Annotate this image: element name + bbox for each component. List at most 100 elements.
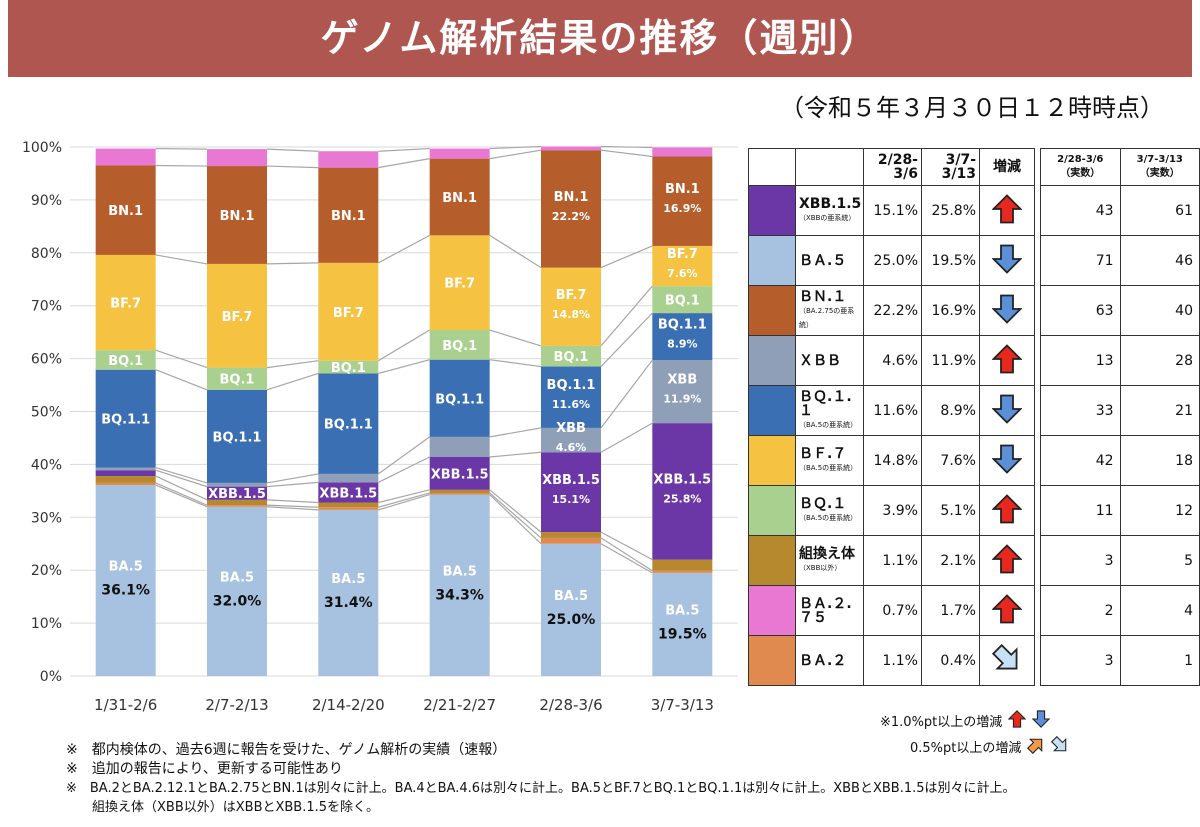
change-arrow-icon — [979, 285, 1035, 336]
segment-value-label: 11.9% — [663, 393, 701, 406]
variant-name: ＢＮ.１ （BA.2.75の亜系統） — [795, 285, 864, 336]
segment-name-label: XBB.1.5 — [208, 487, 266, 502]
y-tick-label: 90% — [31, 193, 62, 209]
share-prev: 0.7% — [863, 585, 922, 636]
variant-name-text: ＢＡ.２ — [799, 652, 847, 669]
segment-name-label: BA.5 — [554, 589, 588, 604]
bar-segment — [429, 359, 490, 437]
change-arrow-icon — [979, 585, 1035, 636]
series-connector-line — [377, 436, 431, 475]
count-row: 71 46 — [1040, 235, 1200, 286]
bar-segment — [95, 476, 156, 483]
series-connector-line — [266, 499, 319, 504]
segment-name-label: BQ.1.1 — [101, 413, 150, 428]
segment-value-label: 25.0% — [547, 612, 596, 628]
bar-segment — [429, 492, 490, 495]
variant-subtext: （XBBの亜系統） — [799, 213, 856, 222]
y-tick-label: 100% — [22, 140, 62, 156]
footnote-3: ※ BA.2とBA.2.12.1とBA.2.75とBN.1は別々に計上。BA.4… — [66, 781, 1016, 796]
series-connector-line — [489, 492, 542, 539]
x-tick-label: 2/21-2/27 — [423, 696, 496, 714]
segment-name-label: BN.1 — [665, 182, 700, 197]
count-prev_count: 3 — [1040, 635, 1121, 686]
change-arrow-icon — [979, 485, 1035, 536]
bar-segment — [652, 245, 713, 287]
variant-name: ＢＱ.１.１ （BA.5の亜系統） — [795, 385, 864, 436]
count-prev_count: 3 — [1040, 535, 1121, 586]
series-connector-line — [266, 504, 319, 508]
count-prev_count: 2 — [1040, 585, 1121, 636]
table-row: ＢＦ.７ （BA.5の亜系統） 14.8% 7.6% — [748, 435, 1035, 486]
footnote-2: ※ 追加の報告により、更新する可能性あり — [66, 761, 343, 777]
bar-segment — [541, 267, 601, 346]
y-tick-label: 80% — [31, 246, 62, 262]
color-swatch — [748, 635, 796, 686]
y-tick-label: 20% — [31, 563, 62, 579]
bar-segment — [95, 369, 156, 468]
share-curr: 7.6% — [921, 435, 980, 486]
segment-name-label: XBB — [556, 421, 586, 436]
segment-name-label: BA.5 — [443, 564, 477, 579]
variant-name: ＢＡ.２.７５ — [795, 585, 864, 636]
share-curr: 11.9% — [921, 335, 980, 386]
series-connector-line — [378, 492, 430, 508]
segment-name-label: BA.5 — [109, 560, 143, 575]
series-connector-line — [266, 473, 319, 484]
table-row: 組換え体 （XBB以外） 1.1% 2.1% — [748, 535, 1035, 586]
as-of-date: （令和５年３月３０日１２時時点） — [780, 94, 1164, 122]
bar-segment — [541, 146, 601, 151]
bar-segment — [541, 150, 601, 268]
series-connector-line — [155, 164, 208, 167]
bar-segment — [318, 167, 379, 263]
variant-share-table: 2/28- 3/6 3/7- 3/13 増減 XBB.1.5 （XBBの亜系統） 1… — [748, 148, 1035, 686]
color-swatch — [748, 185, 796, 236]
table-row: ＢＮ.１ （BA.2.75の亜系統） 22.2% 16.9% — [748, 285, 1035, 336]
variant-name-text: ＢＡ.２.７５ — [799, 595, 852, 626]
table-header-curr: 3/7- 3/13 — [921, 148, 980, 186]
series-connector-line — [266, 481, 319, 488]
bar-segment — [652, 147, 713, 157]
bar-segment — [95, 148, 156, 166]
series-connector-line — [489, 329, 542, 347]
share-curr: 2.1% — [921, 535, 980, 586]
series-connector-line — [266, 165, 319, 169]
x-tick-label: 2/28-3/6 — [539, 696, 602, 714]
table-row: ＸＢＢ 4.6% 11.9% — [748, 335, 1035, 386]
count-curr_count: 28 — [1119, 335, 1200, 386]
segment-name-label: BA.5 — [665, 603, 699, 618]
table-row: ＢＡ.５ 25.0% 19.5% — [748, 235, 1035, 286]
series-connector-line — [489, 427, 542, 438]
series-connector-line — [600, 543, 653, 574]
page-title: ゲノム解析結果の推移（週別） — [8, 0, 1192, 77]
series-connector-line — [600, 149, 653, 158]
segment-name-label: BF.7 — [222, 310, 253, 325]
bar-segment — [429, 330, 490, 360]
share-curr: 8.9% — [921, 385, 980, 436]
segment-value-label: 31.4% — [324, 595, 373, 611]
share-prev: 4.6% — [863, 335, 922, 386]
variant-name-text: ＢＱ.１ — [799, 495, 847, 512]
share-prev: 14.8% — [863, 435, 922, 486]
share-curr: 0.4% — [921, 635, 980, 686]
segment-name-label: XBB.1.5 — [431, 467, 489, 482]
segment-name-label: BQ.1.1 — [213, 430, 262, 445]
series-connector-line — [489, 494, 542, 545]
x-tick-label: 3/7-3/13 — [651, 696, 714, 714]
segment-name-label: BN.1 — [331, 209, 366, 224]
series-connector-line — [378, 147, 430, 152]
legend-small-change-label: 0.5%pt以上の増減 — [910, 741, 1022, 756]
series-connector-line — [378, 158, 430, 169]
series-connector-line — [155, 475, 208, 501]
series-connector-line — [600, 145, 653, 149]
bar-segment — [207, 263, 267, 368]
segment-name-label: BF.7 — [110, 297, 141, 312]
series-connector-line — [155, 482, 208, 506]
series-connector-line — [155, 369, 208, 391]
bar-segment — [95, 254, 156, 351]
legend-small-up-arrow-icon — [1027, 736, 1045, 762]
table-row: ＢＡ.２.７５ 0.7% 1.7% — [748, 585, 1035, 636]
bar-segment — [95, 470, 156, 477]
share-prev: 22.2% — [863, 285, 922, 336]
legend-small-down-arrow-icon — [1051, 735, 1069, 762]
